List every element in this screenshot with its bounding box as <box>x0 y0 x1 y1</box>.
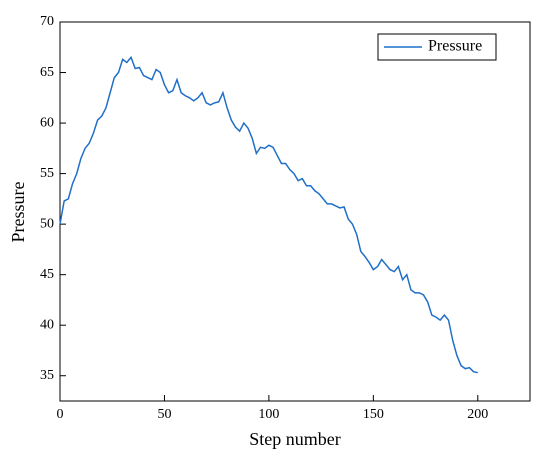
plot-frame <box>59 21 531 402</box>
y-tick-label: 50 <box>40 216 54 231</box>
data-line <box>59 55 478 374</box>
y-tick-label: 60 <box>40 115 54 130</box>
x-tick-label: 0 <box>57 407 64 422</box>
x-tick-label: 150 <box>363 407 384 422</box>
x-tick-label: 50 <box>157 407 171 422</box>
y-axis-label: Pressure <box>8 182 28 243</box>
legend-label: Pressure <box>428 38 482 55</box>
x-axis-label: Step number <box>249 429 341 449</box>
y-tick-label: 35 <box>40 368 54 383</box>
x-tick-label: 200 <box>467 407 488 422</box>
y-tick-label: 65 <box>40 65 54 80</box>
y-tick-label: 40 <box>40 317 54 332</box>
y-tick-label: 45 <box>40 267 54 282</box>
y-tick-label: 70 <box>40 14 54 29</box>
y-tick-label: 55 <box>40 166 54 181</box>
x-tick-label: 100 <box>258 407 279 422</box>
